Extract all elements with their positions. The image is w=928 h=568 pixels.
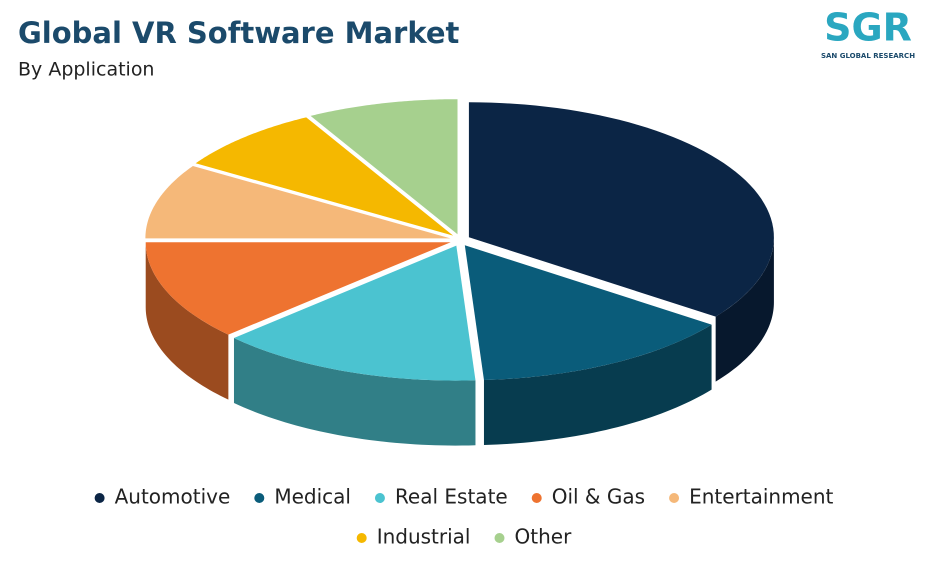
legend: Automotive Medical Real Estate Oil & Gas Ent… xyxy=(94,485,834,549)
legend-label: Automotive xyxy=(115,485,231,509)
legend-label: Real Estate xyxy=(395,485,508,509)
slice xyxy=(145,242,451,335)
slice xyxy=(195,117,454,236)
slice xyxy=(233,245,476,381)
slice-side xyxy=(145,242,229,400)
legend-label: Other xyxy=(515,525,573,549)
legend-marker xyxy=(531,493,542,503)
pie-tops xyxy=(145,99,774,381)
legend-marker xyxy=(374,493,385,503)
slice-side xyxy=(233,337,476,446)
slice xyxy=(145,165,451,239)
legend-label: Industrial xyxy=(377,525,471,549)
chart-title: Global VR Software Market xyxy=(18,16,460,50)
legend-marker xyxy=(669,493,680,503)
legend-label: Oil & Gas xyxy=(552,485,645,509)
legend-marker xyxy=(356,533,367,543)
logo-mark: SGR xyxy=(824,6,912,50)
legend-label: Entertainment xyxy=(689,485,833,509)
legend-marker xyxy=(494,533,505,543)
legend-label: Medical xyxy=(274,485,351,509)
slice xyxy=(464,245,712,380)
chart-subtitle: By Application xyxy=(18,59,154,81)
slice xyxy=(310,99,458,235)
legend-marker xyxy=(254,493,265,503)
slice-side xyxy=(483,324,712,445)
slice-side xyxy=(715,237,774,382)
slice xyxy=(468,102,774,317)
logo-name: SAN GLOBAL RESEARCH xyxy=(821,52,915,60)
legend-marker xyxy=(94,493,105,503)
pie-sides xyxy=(145,237,774,446)
